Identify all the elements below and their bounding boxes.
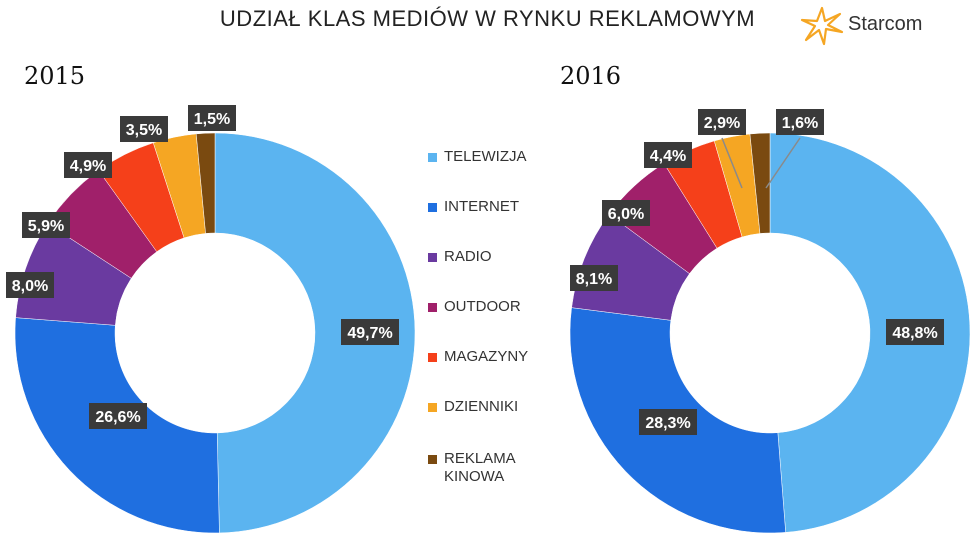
data-label-box bbox=[89, 403, 147, 429]
data-label-box bbox=[644, 142, 692, 168]
legend-item-telewizja: TELEWIZJA bbox=[426, 148, 527, 166]
legend-swatch bbox=[428, 153, 437, 162]
data-label: 8,1% bbox=[576, 271, 612, 288]
donut-chart-2015: 49,7% 26,6% 8,0% 5,9% 4,9% 3,5% 1,5% bbox=[6, 105, 416, 534]
data-label-box bbox=[639, 409, 697, 435]
starcom-logo-text: Starcom bbox=[848, 13, 923, 35]
data-label: 8,0% bbox=[12, 278, 48, 295]
data-label: 48,8% bbox=[892, 325, 937, 342]
data-label-box bbox=[776, 109, 824, 135]
leader-line bbox=[721, 137, 743, 189]
data-label-box bbox=[6, 272, 54, 298]
data-label-box bbox=[602, 200, 650, 226]
legend-label: RADIO bbox=[444, 248, 492, 265]
legend-item-magazyny: MAGAZYNY bbox=[426, 348, 528, 366]
data-label-box bbox=[22, 212, 70, 238]
data-label-box bbox=[120, 116, 168, 142]
legend-label: REKLAMA KINOWA bbox=[444, 450, 515, 485]
data-label-box bbox=[570, 265, 618, 291]
year-2015-label: 2015 bbox=[24, 62, 86, 90]
data-label: 1,5% bbox=[194, 111, 230, 128]
year-2016-label: 2016 bbox=[560, 62, 622, 90]
donut-chart-2016: 48,8% 28,3% 8,1% 6,0% 4,4% 2,9% 1,6% bbox=[569, 109, 971, 534]
data-label: 26,6% bbox=[95, 409, 140, 426]
legend-label: MAGAZYNY bbox=[444, 348, 529, 365]
legend-label: INTERNET bbox=[444, 198, 519, 215]
legend-swatch bbox=[428, 353, 437, 362]
chart-title: UDZIAŁ KLAS MEDIÓW W RYNKU REKLAMOWYM bbox=[219, 6, 756, 31]
legend-item-reklama-kinowa: REKLAMA KINOWA bbox=[426, 450, 544, 486]
data-label-box bbox=[341, 319, 399, 345]
data-label: 1,6% bbox=[782, 115, 818, 132]
leader-line bbox=[765, 137, 801, 189]
legend-item-radio: RADIO bbox=[426, 248, 492, 266]
data-label: 5,9% bbox=[28, 218, 64, 235]
starcom-logo: Starcom bbox=[800, 6, 960, 46]
legend-swatch bbox=[428, 203, 437, 212]
donut-slice-reklama-kinowa bbox=[749, 132, 771, 234]
data-label-box bbox=[886, 319, 944, 345]
data-label: 49,7% bbox=[347, 325, 392, 342]
legend-swatch bbox=[428, 403, 437, 412]
data-label: 6,0% bbox=[608, 206, 644, 223]
donut-slice-reklama-kinowa bbox=[195, 132, 216, 234]
data-label: 4,4% bbox=[650, 148, 686, 165]
data-label-box bbox=[698, 109, 746, 135]
legend-swatch bbox=[428, 455, 437, 464]
legend-label: DZIENNIKI bbox=[444, 398, 519, 415]
legend-item-internet: INTERNET bbox=[426, 198, 519, 216]
data-label: 3,5% bbox=[126, 122, 162, 139]
legend-item-outdoor: OUTDOOR bbox=[426, 298, 521, 316]
data-label: 4,9% bbox=[70, 158, 106, 175]
legend-swatch bbox=[428, 303, 437, 312]
data-label: 2,9% bbox=[704, 115, 740, 132]
data-label: 28,3% bbox=[645, 415, 690, 432]
starcom-star-icon bbox=[800, 6, 844, 46]
data-label-box bbox=[64, 152, 112, 178]
legend-item-dzienniki: DZIENNIKI bbox=[426, 398, 518, 416]
legend-label: OUTDOOR bbox=[444, 298, 521, 315]
donut-slice-telewizja bbox=[214, 132, 416, 534]
data-label-box bbox=[188, 105, 236, 131]
legend-swatch bbox=[428, 253, 437, 262]
legend-label: TELEWIZJA bbox=[444, 148, 527, 165]
donut-slice-telewizja bbox=[769, 132, 971, 533]
